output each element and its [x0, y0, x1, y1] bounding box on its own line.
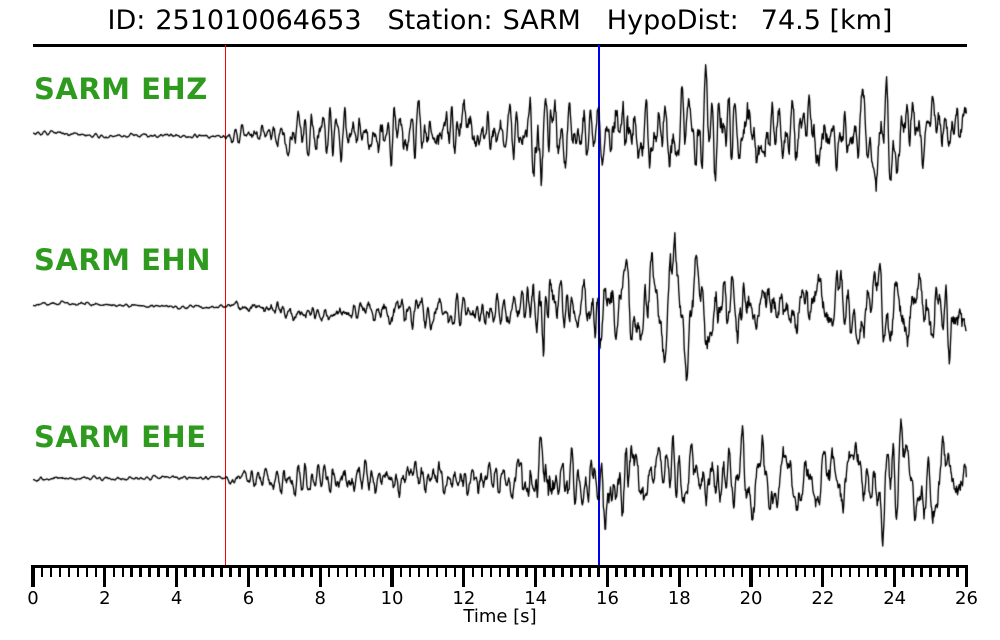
seismogram-figure: ID:251010064653Station:SARMHypoDist:74.5…	[0, 0, 1000, 640]
waveform-canvas	[0, 0, 1000, 640]
